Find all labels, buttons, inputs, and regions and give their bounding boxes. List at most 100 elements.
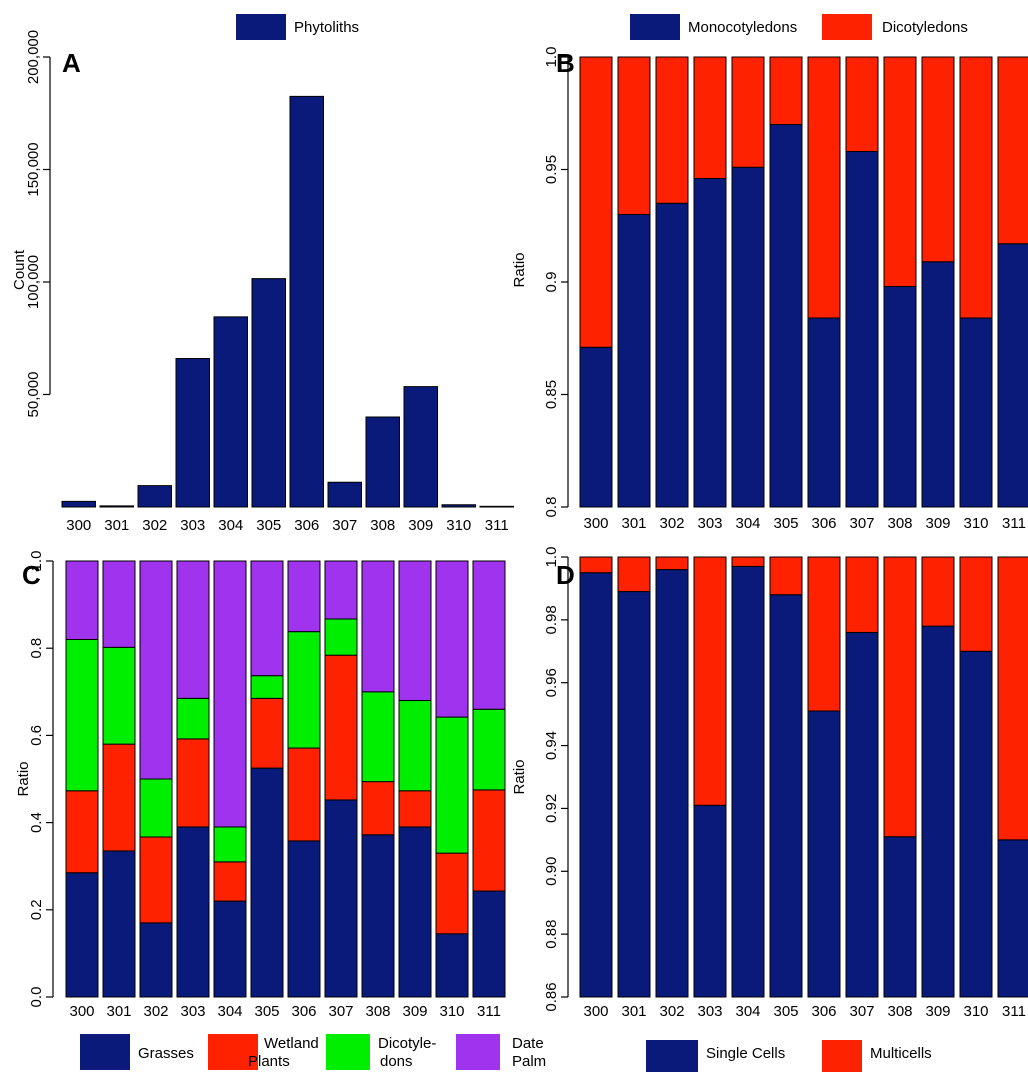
chart-panel-b: 300 301 302 303 304 305 306 307 308 309 310 311 0.8 0… (511, 47, 1028, 532)
x-tick-label-d-310: 310 (963, 1003, 988, 1020)
bar-b-308-monocotyledons (883, 286, 917, 508)
chart-panel-d: 300 301 302 303 304 305 306 307 308 309 310 311 0.86… (511, 547, 1028, 1020)
x-tick-label-a-310: 310 (446, 517, 471, 534)
x-tick-label-c-304: 304 (217, 1003, 242, 1020)
legend-panel-a: Phytoliths (236, 14, 359, 40)
bar-c-301-wetland-plants (102, 743, 136, 852)
bar-b-310-dicotyledons (959, 56, 993, 319)
legend-swatch-monocotyledons (630, 14, 680, 40)
bar-d-306-multicells (807, 556, 841, 712)
legend-panel-b: Monocotyledons Dicotyledons (630, 14, 968, 40)
y-tick-label-c-1: 0.2 (28, 899, 45, 920)
x-tick-label-b-302: 302 (659, 515, 684, 532)
bar-c-305-grasses (250, 767, 284, 998)
y-tick-label-b-3: 0.95 (543, 155, 560, 184)
legend-swatch-single-cells (646, 1040, 698, 1072)
y-tick-label-d-7: 1.0 (543, 547, 560, 568)
x-tick-label-d-304: 304 (735, 1003, 760, 1020)
bar-d-302-multicells (655, 556, 689, 571)
bar-a-303-phytoliths (175, 358, 210, 508)
x-tick-label-b-306: 306 (811, 515, 836, 532)
y-tick-label-c-3: 0.6 (28, 725, 45, 746)
x-tick-label-b-304: 304 (735, 515, 760, 532)
x-tick-label-d-301: 301 (621, 1003, 646, 1020)
bar-d-301-single-cells (617, 591, 651, 998)
x-tick-label-c-301: 301 (106, 1003, 131, 1020)
bar-c-310-grasses (435, 933, 469, 998)
legend-swatch-date-palm (456, 1034, 500, 1070)
y-tick-label-b-4: 1.0 (543, 47, 560, 68)
bar-c-304-date-palm (213, 560, 247, 828)
x-tick-label-d-300: 300 (583, 1003, 608, 1020)
bar-c-305-wetland-plants (250, 697, 284, 769)
legend-swatch-phytoliths (236, 14, 286, 40)
legend-panel-c: Grasses Wetland Plants Dicotyle- dons Da… (80, 1034, 546, 1070)
bar-c-302-dicotyledons (139, 778, 173, 838)
bar-a-302-phytoliths (137, 485, 172, 508)
bar-a-304-phytoliths (213, 316, 248, 508)
bar-b-306-monocotyledons (807, 317, 841, 508)
bar-c-311-dicotyledons (472, 708, 506, 791)
bar-a-300-phytoliths (61, 500, 96, 508)
x-tick-label-a-303: 303 (180, 517, 205, 534)
y-tick-label-d-3: 0.92 (543, 794, 560, 823)
bar-c-300-date-palm (65, 560, 99, 640)
x-tick-label-a-305: 305 (256, 517, 281, 534)
legend-swatch-grasses (80, 1034, 130, 1070)
y-tick-label-c-0: 0.0 (28, 987, 45, 1008)
x-tick-label-a-302: 302 (142, 517, 167, 534)
bar-b-304-dicotyledons (731, 56, 765, 168)
x-tick-label-c-300: 300 (69, 1003, 94, 1020)
x-tick-label-c-306: 306 (291, 1003, 316, 1020)
x-tick-label-d-303: 303 (697, 1003, 722, 1020)
y-tick-label-a-0: 50,000 (25, 372, 42, 418)
bar-d-306-single-cells (807, 710, 841, 998)
bar-d-311-multicells (997, 556, 1028, 841)
bar-b-307-dicotyledons (845, 56, 879, 152)
legend-label-dons: dons (380, 1053, 413, 1070)
x-tick-label-a-300: 300 (66, 517, 91, 534)
y-tick-label-c-2: 0.4 (28, 812, 45, 833)
y-tick-label-a-1: 100,000 (25, 255, 42, 309)
x-tick-label-a-306: 306 (294, 517, 319, 534)
x-tick-label-b-303: 303 (697, 515, 722, 532)
bar-b-306-dicotyledons (807, 56, 841, 319)
bar-c-310-wetland-plants (435, 852, 469, 935)
panel-label-c: C (22, 560, 41, 590)
x-tick-label-c-309: 309 (402, 1003, 427, 1020)
bar-b-309-dicotyledons (921, 56, 955, 263)
legend-label-phytoliths: Phytoliths (294, 19, 359, 36)
bar-a-307-phytoliths (327, 481, 362, 508)
bar-c-301-date-palm (102, 560, 136, 648)
bar-b-302-monocotyledons (655, 202, 689, 508)
bar-b-305-monocotyledons (769, 124, 803, 508)
bar-c-307-grasses (324, 799, 358, 998)
y-axis-label-d: Ratio (511, 759, 528, 794)
x-tick-label-d-305: 305 (773, 1003, 798, 1020)
bar-b-311-monocotyledons (997, 243, 1028, 508)
bar-c-303-grasses (176, 826, 210, 998)
bar-b-311-dicotyledons (997, 56, 1028, 245)
panel-label-d: D (556, 560, 575, 590)
chart-panel-a: 300 301 302 303 304 305 306 307 308 309 310 311 50,0… (11, 30, 514, 534)
bar-c-301-grasses (102, 850, 136, 998)
x-tick-label-d-306: 306 (811, 1003, 836, 1020)
x-tick-label-b-310: 310 (963, 515, 988, 532)
bar-c-304-wetland-plants (213, 861, 247, 902)
x-tick-label-d-308: 308 (887, 1003, 912, 1020)
x-tick-label-c-310: 310 (439, 1003, 464, 1020)
bar-d-310-multicells (959, 556, 993, 652)
bar-b-307-monocotyledons (845, 151, 879, 508)
x-tick-label-b-311: 311 (1002, 515, 1026, 532)
y-tick-label-b-1: 0.85 (543, 380, 560, 409)
bar-c-304-grasses (213, 900, 247, 998)
bar-b-310-monocotyledons (959, 317, 993, 508)
bar-b-300-dicotyledons (579, 56, 613, 348)
legend-label-date: Date (512, 1035, 544, 1052)
bar-b-302-dicotyledons (655, 56, 689, 204)
x-tick-label-d-307: 307 (849, 1003, 874, 1020)
bar-c-302-grasses (139, 922, 173, 998)
bar-d-308-single-cells (883, 836, 917, 998)
bar-b-308-dicotyledons (883, 56, 917, 287)
y-axis-label-a: Count (11, 249, 28, 290)
